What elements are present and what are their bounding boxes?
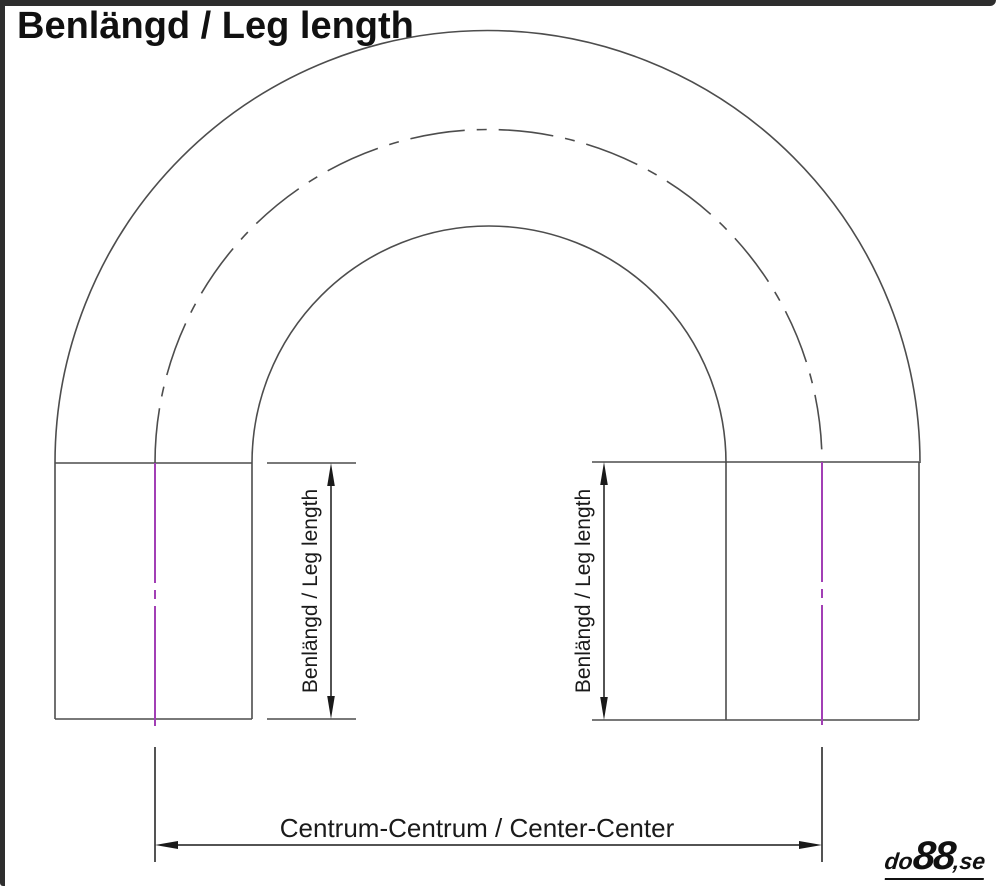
left-dim-up-arrow-icon [327,463,335,486]
dimension-lines-group [154,469,823,862]
sheet-left-border [0,0,5,886]
leg-centerlines-group [154,462,823,732]
left-dim-down-arrow-icon [327,696,335,719]
logo-suffix: ,se [952,848,988,874]
right-leg-dimension-label: Benlängd / Leg length [572,489,595,693]
center-dim-left-arrow-icon [155,841,178,849]
outer-arc [54,29,921,464]
dimension-arrows-group [155,462,822,849]
centerline-arc-group [154,128,823,464]
logo-prefix: do [883,848,915,874]
centerline-arc [154,128,823,464]
logo-underline [885,878,984,880]
center-center-dimension-label: Centrum-Centrum / Center-Center [280,813,675,843]
logo-number: 88 [911,834,957,878]
hose-outline-group [54,29,921,721]
right-dim-down-arrow-icon [600,697,608,720]
left-leg-dimension-label: Benlängd / Leg length [299,489,322,693]
dimension-text-group: Benlängd / Leg length Benlängd / Leg len… [280,489,675,843]
center-dim-right-arrow-icon [799,841,822,849]
page-title: Benlängd / Leg length [17,5,414,47]
do88-logo: do88,se [883,834,988,880]
right-dim-up-arrow-icon [600,462,608,485]
sheet-top-border [0,0,996,6]
inner-arc [251,225,727,464]
